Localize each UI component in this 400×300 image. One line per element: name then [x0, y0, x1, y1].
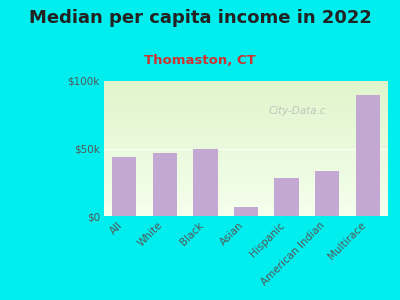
Bar	[112, 157, 136, 216]
Text: Thomaston, CT: Thomaston, CT	[144, 54, 256, 67]
Bar	[356, 94, 380, 216]
Text: City-Data.c: City-Data.c	[269, 106, 326, 116]
Bar	[234, 206, 258, 216]
Bar	[193, 148, 218, 216]
Bar	[274, 178, 299, 216]
Text: Median per capita income in 2022: Median per capita income in 2022	[28, 9, 372, 27]
Bar	[153, 152, 177, 216]
Bar	[315, 171, 339, 216]
